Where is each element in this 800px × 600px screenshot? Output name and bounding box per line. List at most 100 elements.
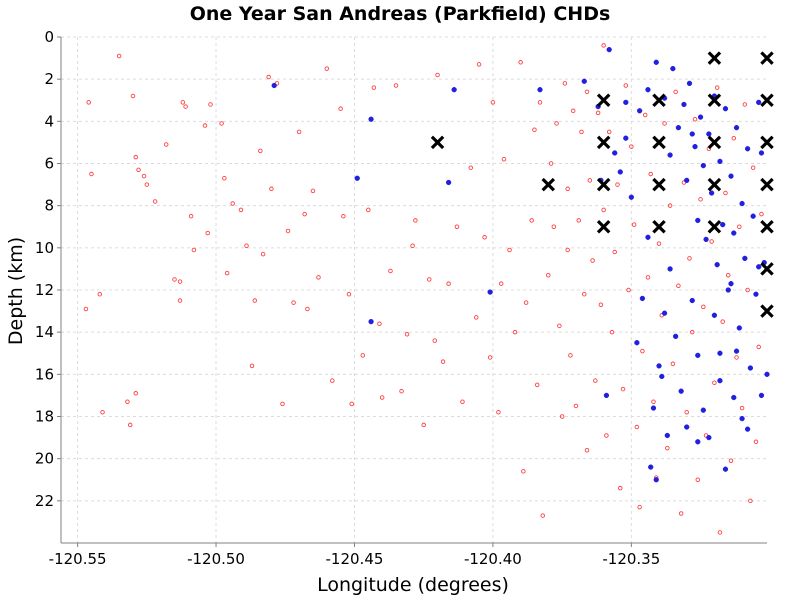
data-point-hollow — [86, 100, 91, 105]
data-point-filled — [695, 439, 701, 445]
data-point-filled — [700, 162, 706, 169]
data-point-filled — [700, 407, 706, 413]
data-point-hollow — [404, 332, 410, 337]
data-point-hollow — [152, 199, 158, 204]
data-point-filled — [368, 318, 374, 325]
data-point-hollow — [366, 207, 371, 213]
data-point-hollow — [523, 300, 529, 305]
data-point-hollow — [360, 353, 366, 358]
x-tick-label: -120.45 — [326, 550, 384, 568]
data-point-hollow — [144, 182, 150, 187]
data-point-x-marker — [707, 51, 722, 65]
data-point-hollow — [759, 211, 764, 217]
data-point-hollow — [612, 249, 617, 255]
data-point-hollow — [714, 85, 720, 90]
data-point-hollow — [177, 279, 183, 284]
data-point-filled — [451, 87, 457, 93]
data-point-hollow — [133, 154, 139, 160]
data-point-filled — [628, 194, 634, 200]
chart-title: One Year San Andreas (Parkfield) CHDs — [190, 3, 611, 25]
data-point-hollow — [582, 291, 587, 297]
data-point-filled — [703, 236, 709, 243]
data-point-hollow — [285, 228, 291, 234]
data-point-x-marker — [760, 219, 774, 234]
data-point-hollow — [379, 395, 385, 400]
data-point-hollow — [626, 287, 631, 293]
data-point-hollow — [163, 142, 169, 147]
data-point-hollow — [305, 306, 310, 312]
data-point-filled — [670, 65, 676, 72]
data-point-hollow — [482, 235, 487, 240]
data-point-filled — [653, 59, 659, 65]
y-tick-label: 0 — [44, 28, 54, 46]
data-point-hollow — [529, 218, 534, 223]
data-point-hollow — [742, 102, 748, 107]
data-point-hollow — [316, 275, 321, 280]
data-point-hollow — [565, 247, 570, 253]
data-point-filled — [714, 262, 720, 268]
axes: -120.55 -120.50 -120.45 -120.40 -120.35 0 2 4 6 8… — [35, 28, 767, 568]
data-point-hollow — [310, 188, 316, 194]
data-point-filled — [648, 464, 654, 470]
data-point-filled — [636, 108, 643, 114]
data-point-filled — [537, 87, 543, 93]
data-point-hollow — [598, 302, 604, 308]
data-point-x-marker — [541, 177, 556, 192]
data-point-hollow — [487, 355, 493, 360]
data-point-hollow — [579, 129, 584, 135]
data-point-hollow — [125, 399, 130, 404]
x-tick-label: -120.40 — [464, 550, 522, 568]
data-point-filled — [684, 424, 690, 430]
data-point-hollow — [302, 211, 307, 217]
data-point-hollow — [689, 329, 695, 335]
data-point-hollow — [338, 106, 343, 111]
data-point-hollow — [656, 241, 662, 246]
data-point-hollow — [222, 176, 227, 181]
data-point-hollow — [393, 83, 399, 88]
data-point-hollow — [709, 239, 714, 244]
data-point-hollow — [673, 89, 678, 95]
y-tick-label: 12 — [35, 281, 54, 299]
data-point-filled — [731, 230, 737, 236]
y-tick-label: 8 — [44, 197, 54, 215]
data-point-hollow — [97, 291, 103, 297]
data-point-filled — [742, 255, 748, 262]
data-point-hollow — [665, 445, 670, 451]
data-point-filled — [623, 99, 629, 106]
x-tick-label: -120.55 — [49, 550, 107, 568]
data-point-hollow — [731, 135, 737, 141]
data-point-hollow — [432, 338, 438, 343]
y-tick-label: 16 — [35, 365, 54, 383]
data-point-filled — [692, 143, 698, 150]
data-point-filled — [753, 291, 759, 297]
data-point-filled — [623, 135, 629, 141]
data-point-hollow — [593, 378, 598, 383]
data-point-hollow — [540, 513, 545, 518]
data-point-filled — [445, 179, 452, 186]
data-point-hollow — [324, 66, 330, 71]
data-point-filled — [689, 297, 695, 304]
y-tick-label: 6 — [44, 155, 54, 173]
data-point-hollow — [701, 304, 706, 310]
y-axis-label: Depth (km) — [5, 237, 27, 345]
data-point-filled — [708, 190, 715, 196]
data-point-hollow — [568, 353, 573, 358]
data-point-hollow — [136, 167, 141, 173]
data-point-x-marker — [760, 135, 774, 150]
data-point-hollow — [645, 275, 651, 280]
data-point-hollow — [734, 355, 739, 360]
data-point-hollow — [183, 104, 188, 109]
data-point-hollow — [534, 382, 540, 388]
data-point-filled — [645, 87, 651, 93]
data-point-hollow — [712, 380, 717, 386]
data-point-hollow — [692, 116, 698, 122]
data-point-hollow — [573, 403, 579, 409]
data-point-hollow — [687, 256, 692, 261]
data-point-hollow — [252, 298, 258, 303]
data-point-filled — [744, 426, 751, 432]
data-point-filled — [354, 175, 360, 181]
data-point-hollow — [562, 81, 568, 86]
data-point-hollow — [244, 243, 249, 248]
data-point-hollow — [537, 100, 543, 105]
data-point-hollow — [651, 399, 656, 404]
